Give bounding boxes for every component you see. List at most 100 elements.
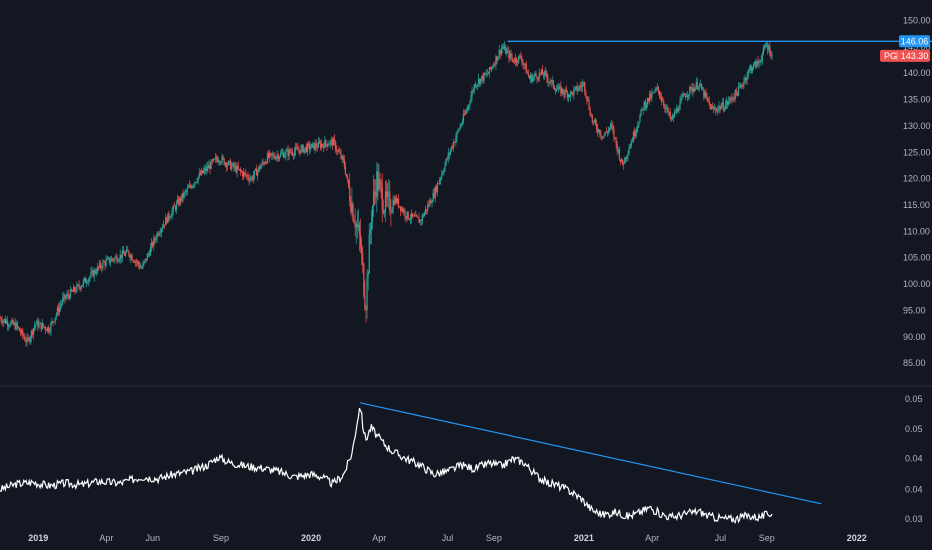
candle [290,147,292,156]
candle [383,209,385,218]
level-tag-value: 146.06 [901,36,929,46]
candle [199,169,201,176]
candle [9,323,11,329]
candle [316,142,318,152]
time-tick-label: Jul [442,533,454,543]
candle [536,75,538,84]
candle [408,217,410,221]
candle [94,268,96,275]
candle [455,132,457,147]
candle [170,213,172,218]
candle [31,328,34,338]
candle [55,312,57,321]
candle [494,61,496,67]
candle [740,82,742,89]
time-axis[interactable]: 2019 Apr Jun Sep 2020 Apr Jul Sep 2021 Apr Jul Sep 2… [28,533,867,543]
indicator-tick-label: 0.04 [905,454,923,464]
candle [29,335,31,346]
candle [30,329,33,343]
candle [415,210,417,217]
candle [676,104,678,115]
candle [771,51,773,61]
candle [743,76,745,90]
candle [718,101,720,113]
candle [681,92,683,101]
candle [182,189,184,203]
candle [217,155,219,163]
candle [585,89,587,99]
candle [200,167,203,177]
candle [742,82,744,89]
candle [528,75,531,80]
indicator-tick-label: 0.05 [905,394,923,404]
candle [417,216,419,218]
candle [733,93,735,103]
candle [377,163,379,201]
candle [271,152,273,160]
candle [296,143,298,150]
candle [753,62,755,71]
candle [453,139,455,153]
candle [341,155,343,164]
candle [131,253,133,261]
candle [185,189,187,196]
candle [591,113,593,125]
candle [626,154,628,162]
candle [534,71,536,81]
candle [623,161,625,170]
candle [649,90,651,105]
candle [537,77,539,82]
candle [318,137,321,145]
candle [89,275,91,282]
candle [646,97,649,109]
price-tick-label: 85.00 [903,358,926,368]
candle [635,129,637,139]
candle [11,317,13,324]
candle [148,249,151,258]
candle [600,130,602,140]
candle [404,208,406,221]
indicator-trendline[interactable] [360,402,822,505]
candle [225,161,227,172]
candle [336,145,338,155]
candle [484,72,486,76]
candle [364,280,366,311]
candle [738,82,741,89]
candle [48,324,50,335]
candle [516,59,519,67]
candle [283,149,285,159]
time-tick-label: 2020 [301,533,321,543]
candle [322,143,324,148]
candle [184,188,186,197]
candle [652,91,654,95]
candle [441,169,443,181]
candle [101,265,103,273]
candle [128,250,130,258]
candle [351,187,353,217]
candle [304,146,306,154]
candle [684,93,687,100]
candle [251,174,253,182]
indicator-axis[interactable]: 0.05 0.05 0.04 0.04 0.03 [905,394,923,524]
candle [119,249,121,265]
candle [99,259,101,270]
candle [416,214,418,218]
price-axis[interactable]: 150.00145.00140.00135.00130.00125.00120.… [903,16,931,369]
candle [480,78,482,87]
candle [323,142,325,153]
candle [345,174,348,178]
candle [276,150,278,162]
candle [574,86,576,92]
candle [249,174,251,183]
candle [658,90,661,100]
time-tick-label: 2019 [28,533,48,543]
time-tick-label: Apr [645,533,659,543]
candle [84,276,87,284]
candle [359,218,362,253]
candle [329,139,331,149]
candle [735,87,737,97]
candle [521,54,523,66]
candle [71,289,74,292]
candle [677,106,679,113]
